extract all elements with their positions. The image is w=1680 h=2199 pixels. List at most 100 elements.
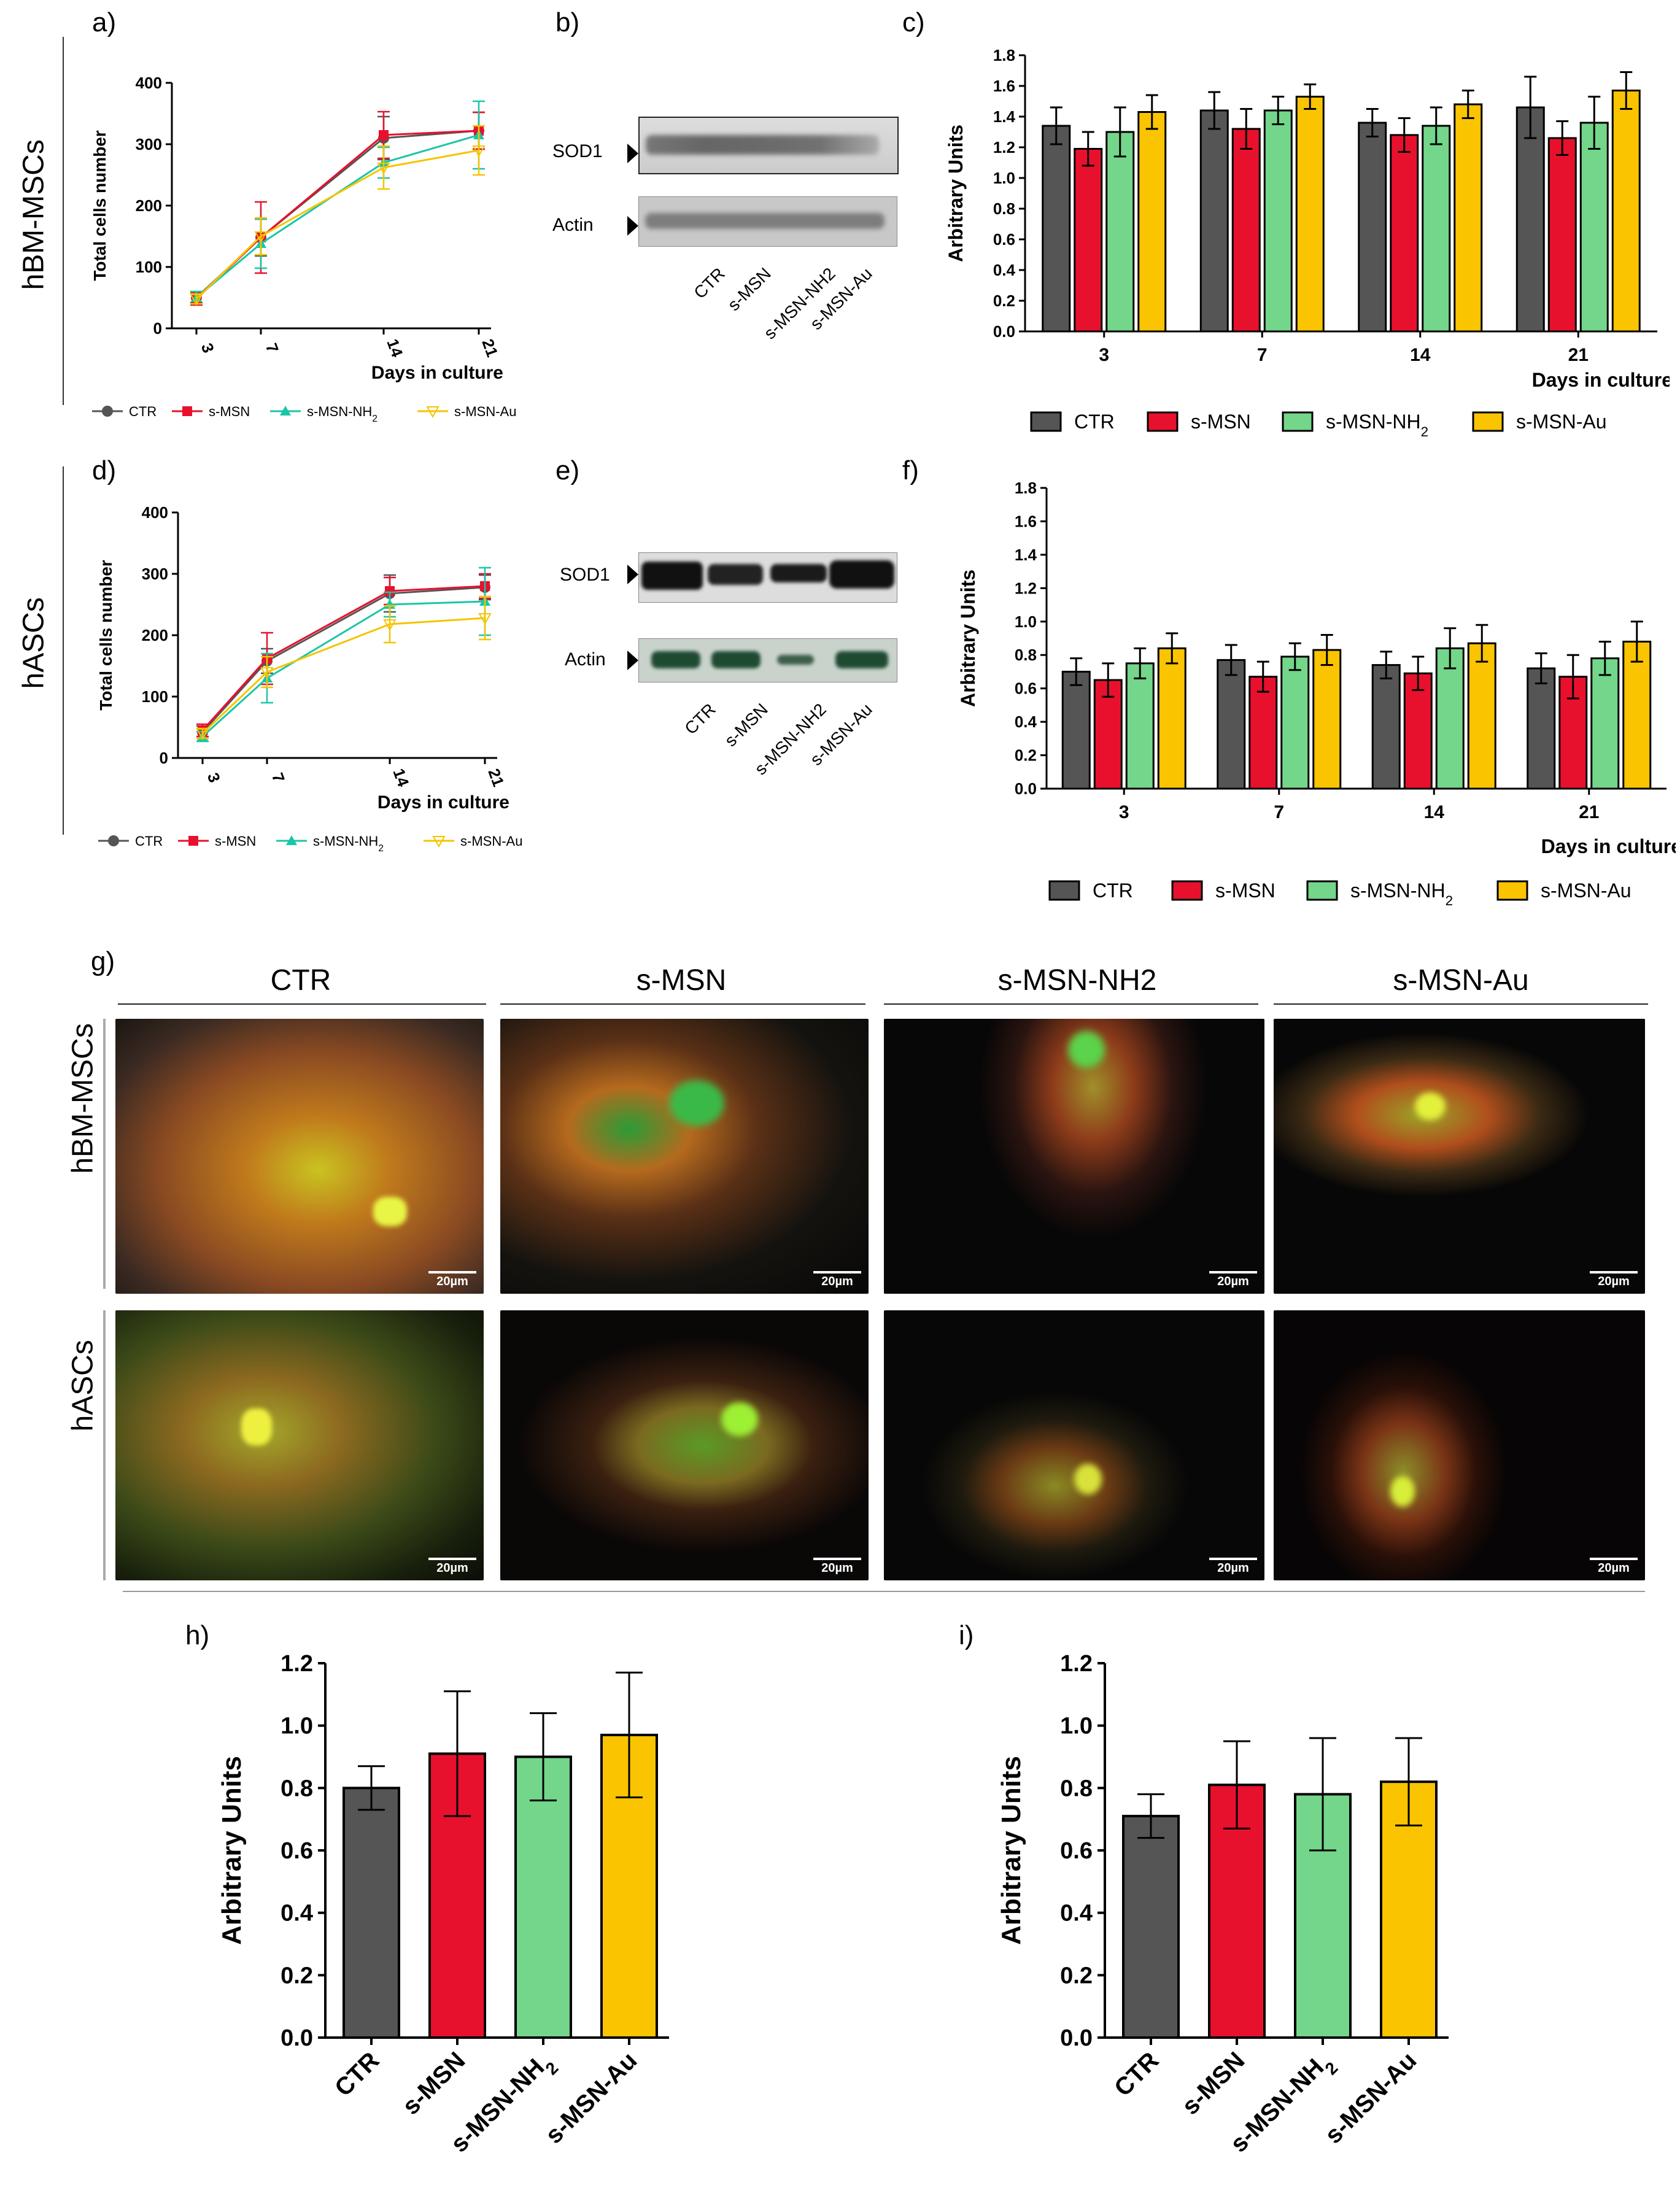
row-rule	[103, 1310, 106, 1580]
scale-bar: 20µm	[1590, 1558, 1638, 1575]
x-tick-label: CTR	[330, 2047, 384, 2101]
micrograph-hascs-s-msn: 20µm	[500, 1310, 869, 1580]
marker-s-msn-au	[472, 145, 486, 158]
bar-ctr	[1122, 1815, 1180, 2039]
y-tick-label: 1.2	[281, 1651, 313, 1677]
bar-ctr	[1358, 122, 1387, 333]
bar-s-msn-nh2	[1280, 655, 1310, 790]
western-blot-e: SOD1 Actin CTR s-MSN s-MSN-NH2 s-MSN-Au	[552, 552, 897, 786]
micrograph-hbm-mscs-ctr: 20µm	[115, 1019, 484, 1294]
panel-label-a: a)	[92, 7, 117, 37]
y-tick-label: 400	[142, 503, 168, 522]
y-tick-label: 0.0	[1060, 2025, 1093, 2051]
bar-s-msn-au	[1622, 640, 1652, 790]
marker-s-msn-au	[196, 728, 209, 741]
x-tick-label: 21	[1568, 345, 1589, 365]
marker-s-msn	[379, 130, 389, 140]
legend-swatch	[1030, 411, 1062, 432]
y-tick-label: 100	[142, 687, 168, 706]
column-rule	[500, 1003, 865, 1005]
legend-label: s-MSN-Au	[460, 833, 522, 849]
blot-strip-sod1	[638, 552, 897, 603]
legend-label: s-MSN	[1191, 411, 1251, 433]
y-tick-label: 1.4	[1015, 546, 1037, 564]
y-tick-label: 0.6	[1015, 679, 1037, 698]
y-tick-label: 1.2	[1015, 579, 1037, 597]
x-tick-label: 14	[389, 766, 412, 789]
bar-chart-f: Arbitrary Units 0.0 0.2 0.4 0.6 0.8 1.0 1.2 1.4 1…	[957, 479, 1676, 908]
x-tick-label: 3	[204, 770, 224, 785]
legend-swatch	[1282, 411, 1314, 432]
marker-s-msn-nh2	[286, 835, 297, 845]
panel-label-g: g)	[91, 946, 115, 976]
x-tick-label: 3	[1099, 345, 1109, 365]
bar-s-msn-au	[1467, 642, 1496, 790]
series-line-s-msn-au	[195, 149, 479, 300]
column-rule	[884, 1003, 1258, 1005]
panel-label-h: h)	[185, 1620, 210, 1650]
y-tick-label: 1.0	[1015, 613, 1037, 631]
marker-s-msn-au	[478, 613, 492, 625]
micrograph-hascs-s-msn-nh2: 20µm	[884, 1310, 1264, 1580]
marker-s-msn	[182, 406, 192, 416]
bar-s-msn-au	[1295, 96, 1325, 333]
blot-strip-actin	[638, 638, 897, 682]
marker-s-msn-au	[377, 163, 390, 175]
band-label-actin: Actin	[552, 215, 594, 235]
bar-ctr	[1371, 664, 1401, 790]
y-tick-label: 0.2	[993, 292, 1015, 310]
bar-chart-c: Arbitrary Units 0.0 0.2 0.4 0.6 0.8 1.0 1.2 1.4 1…	[945, 46, 1670, 439]
bar-ctr	[1042, 125, 1071, 333]
marker-s-msn-au	[432, 836, 446, 848]
bar-ctr	[1199, 109, 1229, 333]
y-tick-label: 1.0	[281, 1714, 313, 1739]
panel-label-e: e)	[555, 455, 580, 485]
bar-ctr	[343, 1787, 400, 2039]
marker-ctr	[102, 406, 113, 417]
panel-label-i: i)	[959, 1620, 974, 1650]
bottom-rule	[123, 1591, 1645, 1592]
legend-label: CTR	[129, 404, 157, 419]
y-tick-label: 1.8	[1015, 479, 1037, 497]
x-tick-label: s-MSN-Au	[1320, 2047, 1422, 2149]
marker-s-msn-au	[190, 294, 203, 306]
panel-label-f: f)	[902, 455, 919, 485]
y-tick-label: 1.8	[993, 46, 1015, 64]
x-tick-label: s-MSN	[397, 2047, 470, 2120]
legend-label: s-MSN-NH2	[1326, 411, 1428, 439]
microscopy-panel: CTR s-MSN s-MSN-NH2 s-MSN-Au hBM-MSCs hA…	[0, 957, 1680, 1614]
bar-s-msn	[1231, 128, 1261, 333]
marker-ctr	[108, 835, 119, 846]
column-rule	[1274, 1003, 1648, 1005]
y-axis-label: Total cells number	[96, 560, 115, 710]
bar-ctr	[1061, 670, 1091, 790]
legend-label: s-MSN	[1215, 879, 1275, 902]
y-axis-label: Total cells number	[90, 130, 109, 280]
legend-swatch	[1496, 880, 1528, 901]
y-tick-label: 0.8	[993, 199, 1015, 218]
y-axis-label: Arbitrary Units	[996, 1756, 1026, 1945]
x-tick-label: 21	[484, 766, 508, 789]
scale-bar: 20µm	[428, 1271, 476, 1289]
legend-label: s-MSN-Au	[454, 404, 516, 419]
y-tick-label: 1.0	[1060, 1714, 1093, 1739]
microscopy-row-label-hbm-mscs: hBM-MSCs	[66, 1023, 99, 1174]
y-tick-label: 0.6	[281, 1838, 313, 1864]
legend-label: s-MSN	[209, 404, 250, 419]
legend-swatch	[1171, 880, 1203, 901]
bar-s-msn-au	[1611, 90, 1641, 333]
y-tick-label: 0.4	[1015, 713, 1037, 731]
series-line-s-msn	[195, 129, 479, 300]
band-arrow-icon	[627, 565, 638, 584]
bar-ctr	[1217, 659, 1246, 790]
y-tick-label: 0.8	[1015, 646, 1037, 664]
bar-s-msn-nh2	[514, 1755, 572, 2039]
line-chart-a: Total cells number 0 100 200 300 400 3 7 14 21 Day…	[90, 74, 516, 424]
series-line-s-msn-nh2	[201, 600, 486, 738]
bar-s-msn-nh2	[1263, 109, 1293, 333]
y-tick-label: 0	[153, 319, 162, 338]
y-tick-label: 0.6	[1060, 1838, 1093, 1864]
western-blot-b: SOD1 Actin CTR s-MSN s-MSN-NH2 s-MSN-Au	[552, 110, 899, 343]
x-tick-label: s-MSN	[1177, 2047, 1250, 2120]
